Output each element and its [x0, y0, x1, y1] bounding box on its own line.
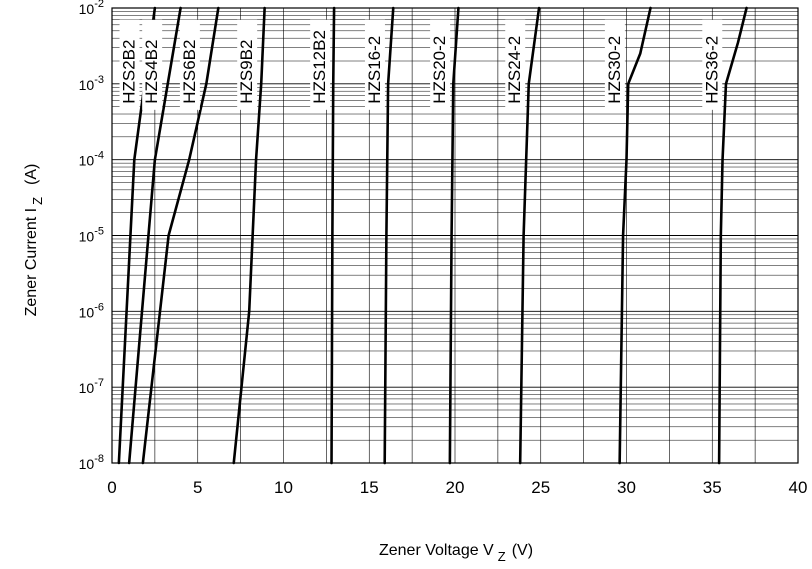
series-label: HZS20-2 [430, 36, 449, 104]
series-label-background [364, 19, 385, 110]
series-label-background [702, 19, 723, 110]
series-line [141, 6, 220, 465]
y-tick-label: 10-8 [79, 453, 104, 472]
tick-labels: 0 5 10 15 20 25 30 35 40 10-8 10-7 10-6 10-5 10-4 10-3… [79, 0, 808, 497]
curve-labels: HZS2B2 HZS4B2 HZS6B2 HZS9B2 HZS12B2 HZS16-2 HZ… [119, 19, 723, 110]
y-tick-label: 10-2 [79, 0, 104, 17]
plot-frame [111, 7, 799, 464]
x-tick-label: 5 [193, 478, 202, 497]
series-line [448, 6, 460, 465]
series-label: HZS12B2 [310, 30, 329, 104]
series-line [127, 6, 182, 465]
series-label: HZS24-2 [505, 36, 524, 104]
y-tick-label: 10-7 [79, 377, 104, 396]
series-label: HZS30-2 [605, 36, 624, 104]
series-label-background [142, 19, 163, 110]
y-tick-label: 10-4 [79, 150, 104, 169]
y-axis-title: Zener Current IZ(A) [23, 164, 45, 317]
series-label: HZS9B2 [237, 40, 256, 104]
series-label-background [179, 19, 200, 110]
x-tick-label: 15 [360, 478, 379, 497]
series-label: HZS36-2 [702, 36, 721, 104]
series-label-background [430, 19, 451, 110]
y-tick-label: 10-3 [79, 74, 104, 93]
series-line [330, 6, 336, 465]
series-label: HZS2B2 [120, 40, 139, 104]
series-line [383, 6, 395, 465]
x-tick-label: 40 [789, 478, 808, 497]
x-axis-title: Zener Voltage V Z (V) [379, 542, 533, 564]
x-tick-label: 35 [703, 478, 722, 497]
x-tick-label: 25 [531, 478, 550, 497]
x-tick-label: 30 [617, 478, 636, 497]
series-label: HZS4B2 [142, 40, 161, 104]
series-line [717, 6, 748, 465]
series-label: HZS6B2 [180, 40, 199, 104]
series-label-background [505, 19, 526, 110]
series-line [618, 6, 652, 465]
x-tick-label: 0 [107, 478, 116, 497]
series-line [518, 6, 541, 465]
curves [117, 6, 748, 465]
series-label-background [237, 19, 258, 110]
series-label: HZS16-2 [365, 36, 384, 104]
x-tick-label: 10 [274, 478, 293, 497]
series-label-background [604, 19, 625, 110]
y-tick-label: 10-6 [79, 301, 104, 320]
series-label-background [310, 19, 331, 110]
series-line [232, 6, 266, 465]
series-label-background [119, 19, 140, 110]
y-tick-label: 10-5 [79, 226, 104, 245]
x-tick-label: 20 [446, 478, 465, 497]
